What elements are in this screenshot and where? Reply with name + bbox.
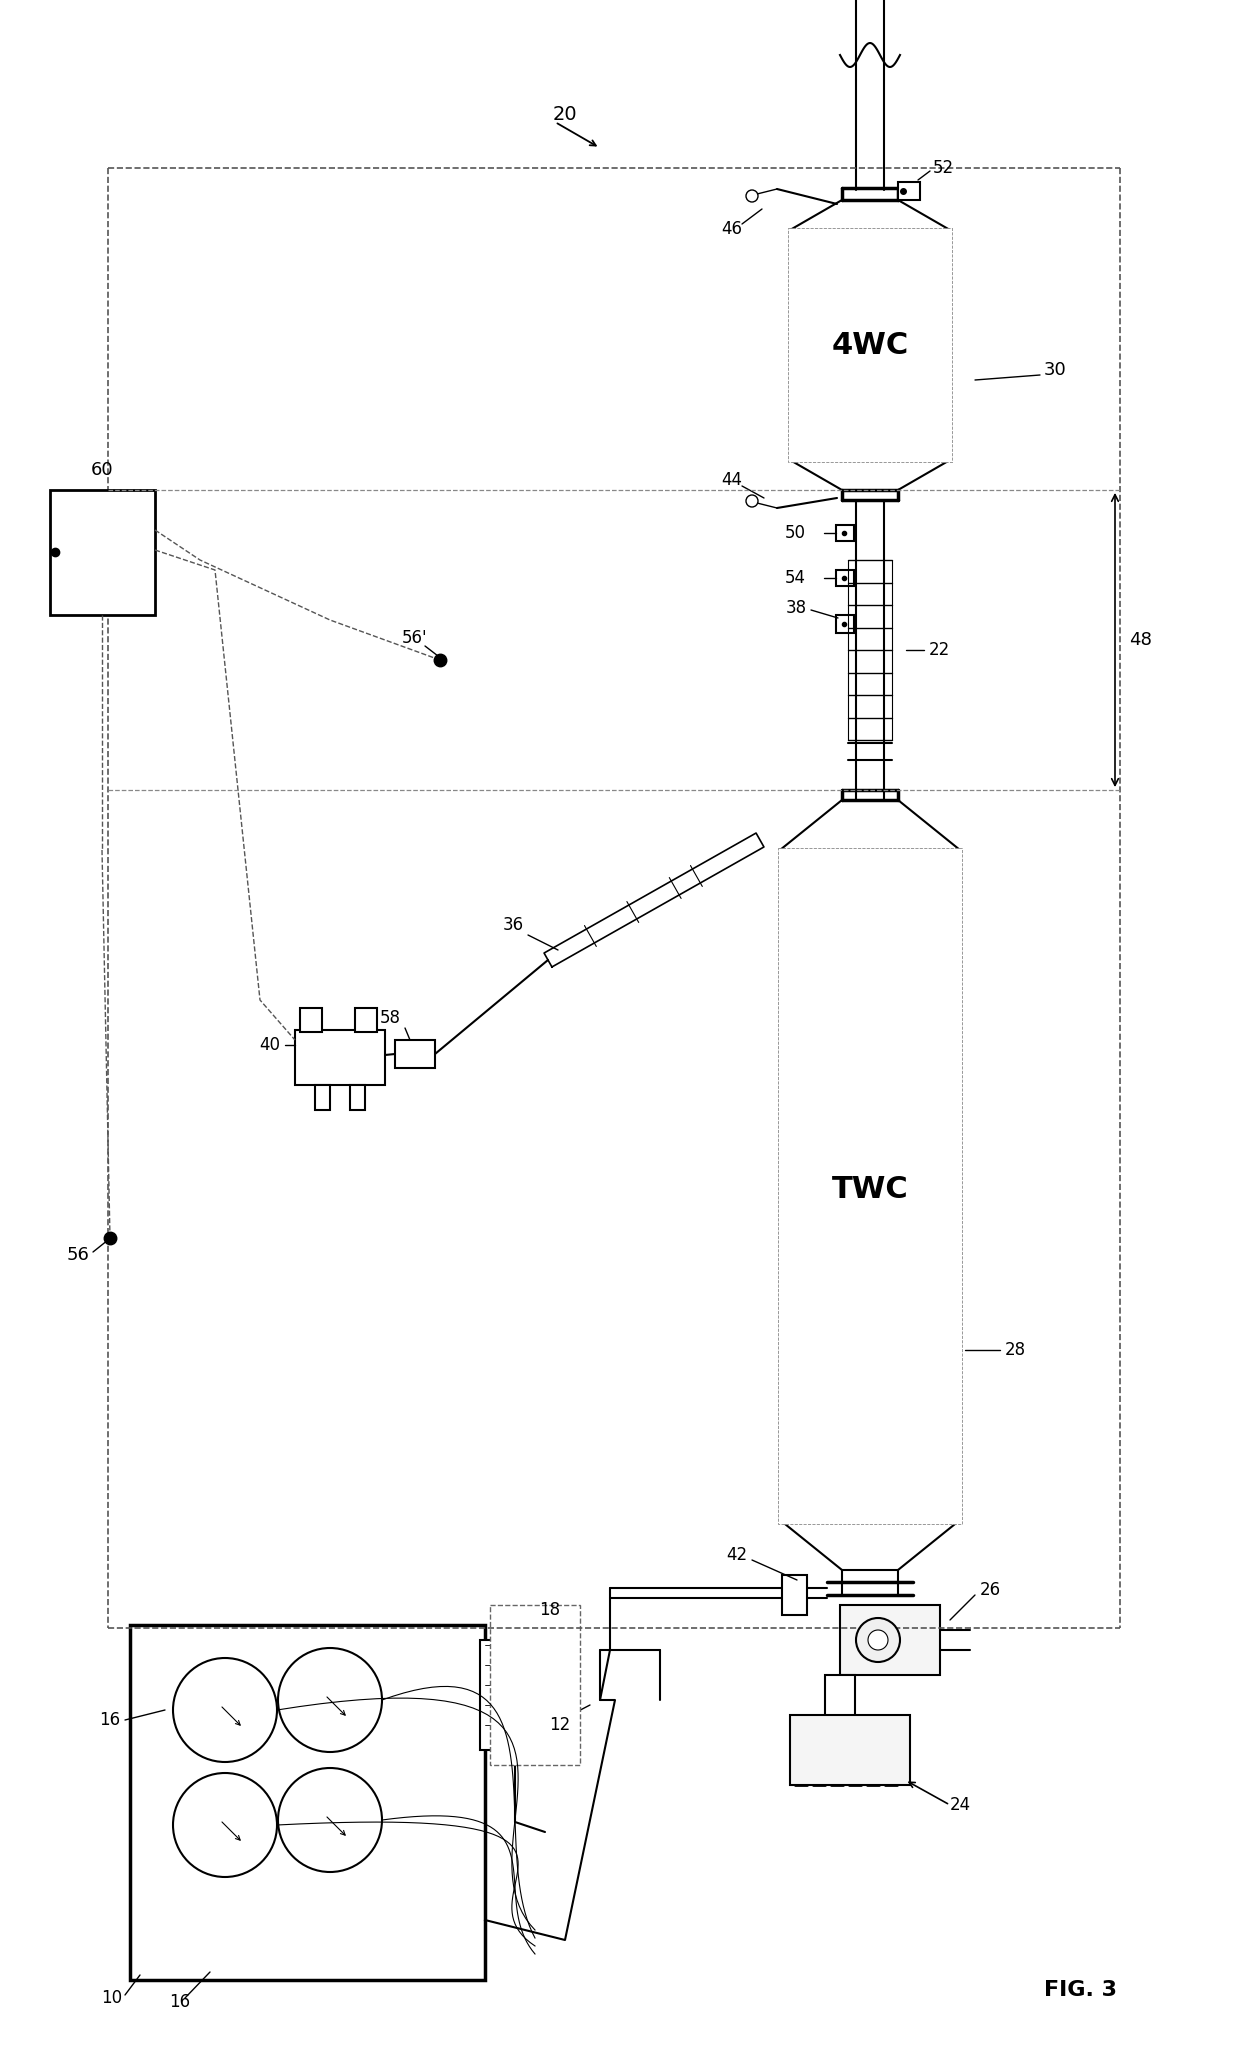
Text: 22: 22 bbox=[929, 641, 950, 659]
Bar bbox=[50, 490, 155, 616]
Bar bbox=[490, 1604, 580, 1765]
Bar bbox=[355, 1009, 377, 1031]
Text: 24: 24 bbox=[950, 1796, 971, 1815]
Text: 18: 18 bbox=[539, 1602, 560, 1618]
Text: 26: 26 bbox=[980, 1581, 1001, 1600]
Text: 16: 16 bbox=[99, 1711, 120, 1728]
Bar bbox=[396, 1040, 435, 1069]
Bar bbox=[295, 1029, 384, 1085]
Text: 40: 40 bbox=[259, 1036, 280, 1054]
Text: 46: 46 bbox=[722, 219, 743, 238]
Circle shape bbox=[868, 1631, 888, 1649]
Text: 4WC: 4WC bbox=[831, 331, 909, 360]
Circle shape bbox=[174, 1658, 277, 1761]
Circle shape bbox=[278, 1647, 382, 1753]
Text: 28: 28 bbox=[1004, 1341, 1025, 1358]
Circle shape bbox=[278, 1767, 382, 1873]
Text: 38: 38 bbox=[785, 599, 806, 618]
Text: 54: 54 bbox=[785, 568, 806, 587]
Bar bbox=[315, 1085, 330, 1110]
Text: TWC: TWC bbox=[832, 1176, 909, 1205]
Circle shape bbox=[174, 1773, 277, 1877]
Bar bbox=[825, 1674, 856, 1726]
Circle shape bbox=[856, 1618, 900, 1662]
Bar bbox=[782, 1575, 807, 1614]
Text: 42: 42 bbox=[727, 1546, 748, 1565]
Bar bbox=[787, 227, 952, 463]
Text: FIG. 3: FIG. 3 bbox=[1044, 1980, 1116, 2001]
Bar bbox=[350, 1085, 365, 1110]
Text: 16: 16 bbox=[170, 1993, 191, 2011]
Text: 60: 60 bbox=[91, 461, 113, 480]
Text: 12: 12 bbox=[549, 1716, 570, 1734]
Text: 50: 50 bbox=[785, 525, 806, 542]
Circle shape bbox=[746, 190, 758, 203]
Circle shape bbox=[746, 494, 758, 506]
Bar bbox=[836, 616, 854, 633]
Text: 48: 48 bbox=[1128, 630, 1152, 649]
Text: 56': 56' bbox=[402, 628, 428, 647]
Bar bbox=[898, 182, 920, 200]
Bar bbox=[836, 570, 854, 587]
Text: 56: 56 bbox=[67, 1246, 89, 1265]
Text: 52: 52 bbox=[932, 159, 954, 178]
Bar bbox=[836, 525, 854, 542]
Bar bbox=[480, 1639, 525, 1751]
Bar bbox=[790, 1716, 910, 1786]
Bar bbox=[777, 847, 962, 1523]
Bar bbox=[300, 1009, 322, 1031]
Text: 10: 10 bbox=[102, 1988, 123, 2007]
Text: 58: 58 bbox=[379, 1009, 401, 1027]
Text: 36: 36 bbox=[502, 916, 523, 934]
Text: 20: 20 bbox=[553, 105, 578, 124]
Bar bbox=[839, 1604, 940, 1674]
Text: 30: 30 bbox=[1044, 362, 1066, 378]
Text: 44: 44 bbox=[722, 471, 743, 490]
Bar bbox=[130, 1625, 485, 1980]
